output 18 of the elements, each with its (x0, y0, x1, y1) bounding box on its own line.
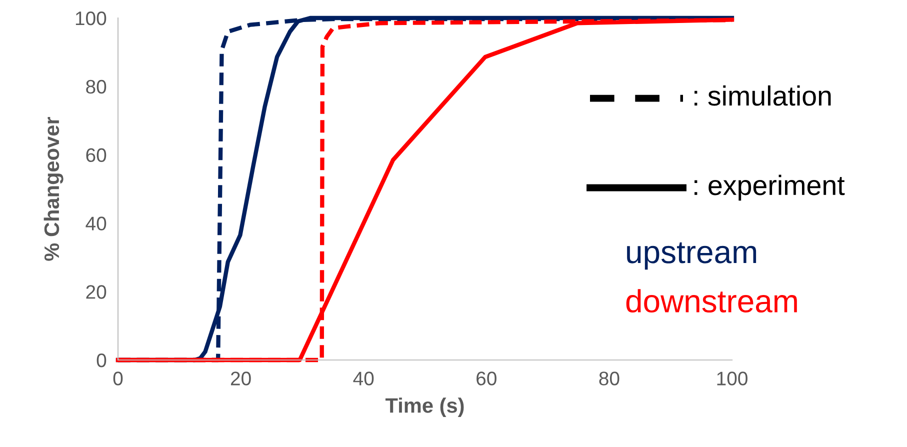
y-tick-label: 20 (86, 285, 106, 299)
annotation: downstream (626, 289, 797, 313)
y-tick-label: 100 (76, 11, 106, 26)
y-tick-label: 60 (86, 148, 106, 162)
x-tick-label: 60 (476, 372, 496, 386)
x-tick-label: 40 (353, 372, 374, 386)
annotation: : simulation (694, 85, 831, 106)
y-tick-label: 40 (86, 216, 106, 230)
x-tick-label: 100 (717, 372, 748, 386)
x-tick-label: 0 (113, 372, 123, 386)
x-tick-label: 80 (599, 372, 620, 386)
y-tick-label: 0 (96, 353, 106, 368)
x-tick-label: 20 (230, 372, 251, 386)
y-tick-label: 80 (86, 80, 106, 94)
x-axis-title: Time (s) (385, 398, 464, 417)
annotation: upstream (627, 242, 756, 270)
annotation: : experiment (694, 174, 845, 201)
y-axis-title: % Changeover (44, 116, 64, 261)
